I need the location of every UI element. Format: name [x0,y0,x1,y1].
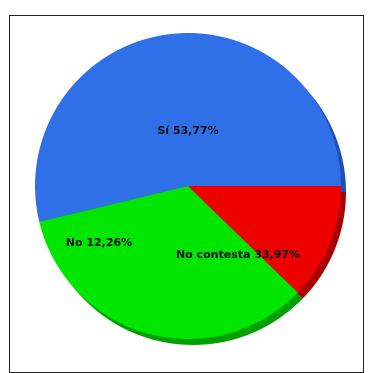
slice-label-no-contesta: No contesta 33,97% [176,248,300,261]
pie-label-layer: Sí 53,77% No contesta 33,97% No 12,26% [66,124,300,261]
pie-slice-layer [34,33,341,340]
slice-label-si: Sí 53,77% [157,124,218,137]
pie-slice-si [34,33,341,222]
slice-label-no: No 12,26% [66,236,132,249]
pie-slice-no-contesta [39,186,298,340]
pie-slice-no [188,186,341,293]
